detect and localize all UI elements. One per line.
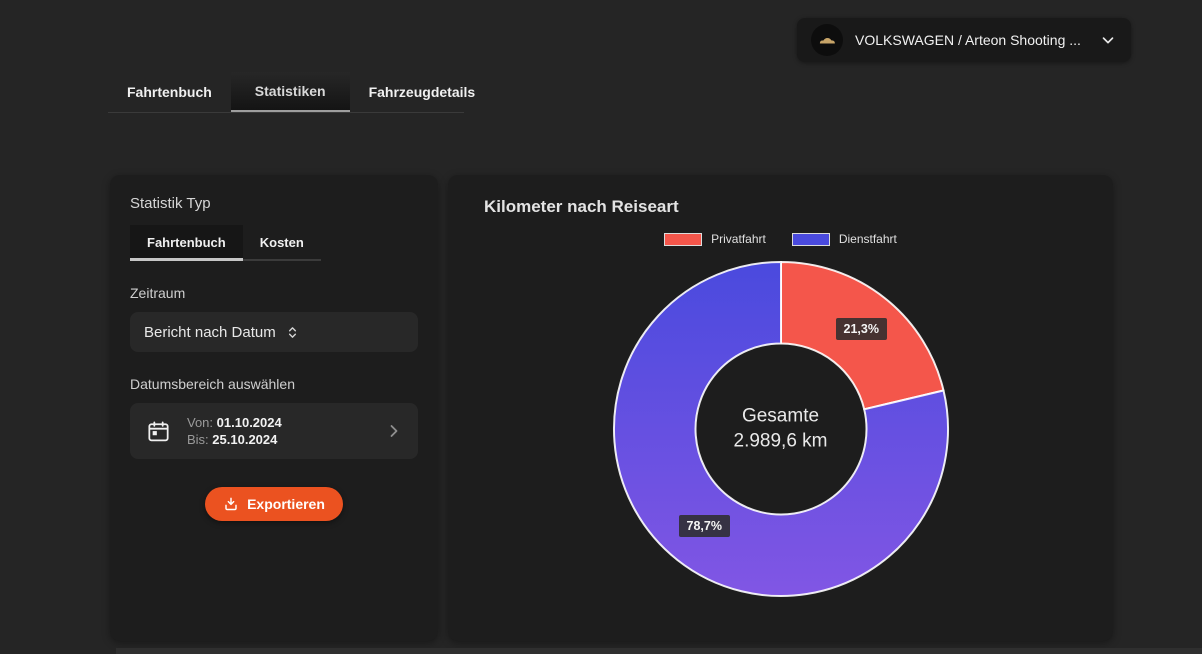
legend-swatch-dienstfahrt [791,232,830,246]
chart-legend: Privatfahrt Dienstfahrt [484,232,1077,246]
date-from-value: 01.10.2024 [216,415,282,430]
legend-label-dienstfahrt: Dienstfahrt [838,232,897,246]
donut-slice-dienstfahrt[interactable] [612,260,949,598]
chart-panel: Kilometer nach Reiseart Privatfahrt Dien… [448,175,1113,641]
statistic-type-tabs: Fahrtenbuch Kosten [130,225,321,261]
type-tab-kosten[interactable]: Kosten [259,235,304,250]
date-range-values: Von: 01.10.2024 Bis: 25.10.2024 [187,415,282,447]
unfold-more-icon [288,326,296,338]
period-select[interactable]: Bericht nach Datum [130,312,418,352]
period-select-value: Bericht nach Datum [144,323,276,341]
export-button-label: Exportieren [247,496,325,512]
date-from-label: Von: [187,415,214,430]
slice-label-privatfahrt: 21,3% [835,318,887,340]
vehicle-selector-label: VOLKSWAGEN / Arteon Shooting ... [855,32,1081,48]
chevron-down-icon [1102,37,1114,44]
type-tab-fahrtenbuch[interactable]: Fahrtenbuch [130,225,243,261]
legend-item-dienstfahrt[interactable]: Dienstfahrt [791,232,897,246]
date-range-picker[interactable]: Von: 01.10.2024 Bis: 25.10.2024 [130,403,418,459]
tab-fahrzeugdetails[interactable]: Fahrzeugdetails [368,84,476,100]
statistic-type-label: Statistik Typ [130,195,211,212]
download-icon [225,497,237,511]
export-button[interactable]: Exportieren [205,487,343,521]
chart-title: Kilometer nach Reiseart [484,197,679,216]
slice-label-dienstfahrt: 78,7% [678,515,730,537]
date-to-value: 25.10.2024 [212,432,278,447]
vehicle-selector[interactable]: VOLKSWAGEN / Arteon Shooting ... [797,18,1131,62]
period-label: Zeitraum [130,285,186,301]
tab-statistiken[interactable]: Statistiken [230,72,350,112]
next-section-edge [116,648,1202,654]
vehicle-avatar [811,24,843,56]
tab-fahrtenbuch[interactable]: Fahrtenbuch [127,84,212,100]
date-to-label: Bis: [187,432,209,447]
donut-chart-svg [612,260,949,598]
legend-item-privatfahrt[interactable]: Privatfahrt [664,232,766,246]
legend-label-privatfahrt: Privatfahrt [711,232,766,246]
donut-chart: Gesamte 2.989,6 km 21,3% 78,7% [611,259,951,599]
statistics-filter-panel: Statistik Typ Fahrtenbuch Kosten Zeitrau… [110,175,438,641]
main-tabbar: Fahrtenbuch Statistiken Fahrzeugdetails [108,72,475,113]
chevron-right-icon [390,425,398,437]
calendar-icon [148,420,169,441]
legend-swatch-privatfahrt [664,232,703,246]
date-range-label: Datumsbereich auswählen [130,376,295,392]
date-to-row: Bis: 25.10.2024 [187,432,282,447]
date-from-row: Von: 01.10.2024 [187,415,282,430]
car-icon [819,38,835,44]
